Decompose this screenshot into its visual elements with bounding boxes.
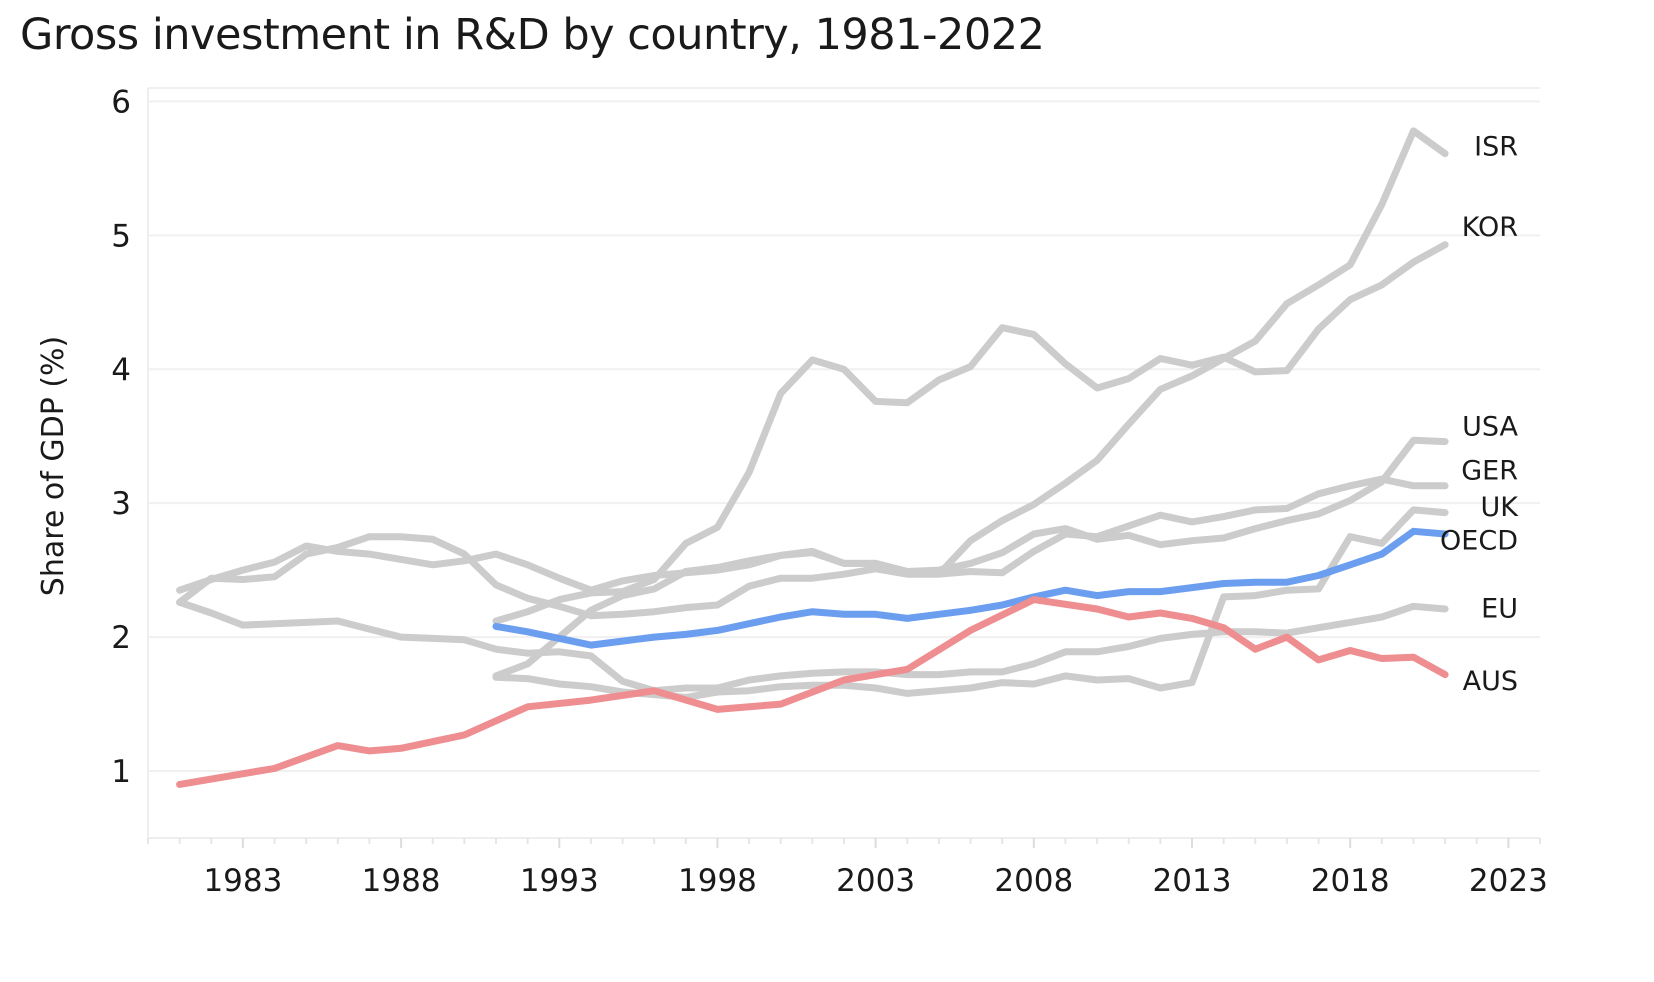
y-tick-label: 5 — [111, 218, 131, 254]
series-label-aus: AUS — [1463, 666, 1518, 697]
y-tick-label: 1 — [111, 754, 131, 790]
series-line-oecd — [492, 527, 1449, 649]
chart-title: Gross investment in R&D by country, 1981… — [20, 10, 1045, 60]
y-tick-label: 4 — [111, 352, 131, 388]
y-axis-label: Share of GDP (%) — [36, 336, 71, 596]
series-lines — [176, 127, 1449, 788]
series-line-usa — [176, 436, 1449, 594]
series-line-aus — [176, 596, 1449, 788]
series-label-uk: UK — [1481, 492, 1520, 523]
series-line-isr — [492, 241, 1449, 625]
x-tick-label: 1998 — [678, 863, 757, 899]
series-line-ger — [176, 475, 1449, 620]
series-line-uk — [492, 506, 1449, 701]
series-line-kor — [492, 127, 1449, 680]
y-tick-label: 3 — [111, 486, 131, 522]
grid-lines — [148, 87, 1540, 773]
series-label-kor: KOR — [1462, 212, 1518, 243]
series-label-oecd: OECD — [1440, 525, 1518, 556]
x-tick-label: 2003 — [836, 863, 915, 899]
series-label-ger: GER — [1461, 456, 1518, 487]
x-tick-label: 1988 — [362, 863, 441, 899]
series-label-isr: ISR — [1474, 132, 1518, 163]
series-label-eu: EU — [1481, 594, 1518, 625]
y-tick-label: 2 — [111, 620, 131, 656]
axes: 1 2 3 4 5 6 1983 1988 1993 1998 2003 2008 2013 2018 20… — [111, 84, 1548, 899]
x-tick-label: 1993 — [520, 863, 599, 899]
x-tick-label: 2023 — [1469, 863, 1548, 899]
x-tick-label: 2013 — [1153, 863, 1232, 899]
x-tick-label: 2008 — [994, 863, 1073, 899]
x-tick-label: 1983 — [203, 863, 282, 899]
series-label-usa: USA — [1462, 412, 1518, 443]
y-tick-label: 6 — [111, 84, 131, 120]
x-tick-label: 2018 — [1311, 863, 1390, 899]
